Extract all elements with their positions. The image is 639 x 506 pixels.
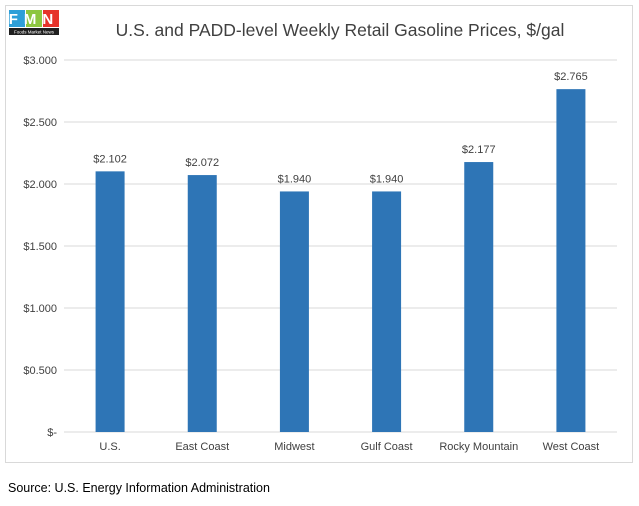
- y-tick-label: $1.000: [23, 303, 57, 315]
- x-tick-label: Rocky Mountain: [439, 441, 518, 453]
- logo-block-m: [26, 10, 42, 27]
- bar: [464, 162, 494, 432]
- y-tick-label: $3.000: [23, 55, 57, 67]
- x-tick-label: West Coast: [543, 441, 600, 453]
- logo-block-f: [9, 10, 25, 27]
- y-tick-label: $-: [47, 427, 57, 439]
- y-tick-label: $0.500: [23, 365, 57, 377]
- data-label: $2.177: [462, 144, 496, 156]
- y-tick-label: $2.500: [23, 117, 57, 129]
- logo-caption-bar: [9, 28, 59, 35]
- data-label: $2.765: [554, 71, 588, 83]
- y-tick-label: $2.000: [23, 179, 57, 191]
- data-label: $2.072: [185, 157, 219, 169]
- logo-block-n: [43, 10, 59, 27]
- logo-letters: FMN: [9, 11, 59, 28]
- fmn-logo: FMN Foods Market News: [9, 10, 59, 35]
- y-tick-label: $1.500: [23, 241, 57, 253]
- x-tick-label: East Coast: [175, 441, 229, 453]
- data-label: $2.102: [93, 153, 127, 165]
- x-tick-label: Gulf Coast: [361, 441, 413, 453]
- data-label: $1.940: [370, 173, 404, 185]
- bar: [372, 191, 402, 432]
- bar: [556, 89, 586, 432]
- x-tick-label: Midwest: [274, 441, 314, 453]
- bar: [187, 175, 217, 432]
- logo-caption: Foods Market News: [14, 30, 55, 35]
- source-note: Source: U.S. Energy Information Administ…: [8, 481, 270, 495]
- data-label: $1.940: [278, 173, 312, 185]
- chart-title: U.S. and PADD-level Weekly Retail Gasoli…: [115, 20, 565, 40]
- bar: [95, 171, 125, 433]
- bar: [279, 191, 309, 432]
- x-tick-label: U.S.: [99, 441, 120, 453]
